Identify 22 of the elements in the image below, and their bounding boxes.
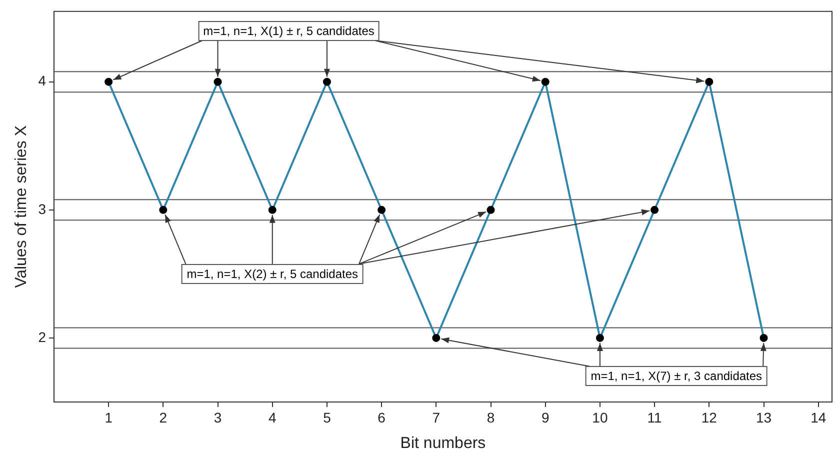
x-tick-label: 8 xyxy=(486,409,495,426)
y-tick-label: 3 xyxy=(38,200,46,217)
x-tick-label: 1 xyxy=(104,409,113,426)
x-axis-title: Bit numbers xyxy=(400,434,486,452)
y-axis-title: Values of time series X xyxy=(13,125,30,288)
x-tick-label: 14 xyxy=(810,409,826,426)
annotation: m=1, n=1, X(1) ± r, 5 candidates xyxy=(198,20,380,41)
x-tick-label: 11 xyxy=(647,409,662,426)
x-tick-label: 5 xyxy=(323,409,332,426)
annotation: m=1, n=1, X(2) ± r, 5 candidates xyxy=(182,264,364,284)
x-tick-label: 6 xyxy=(378,409,386,426)
x-tick-label: 13 xyxy=(756,409,772,426)
x-tick-label: 9 xyxy=(541,409,550,426)
x-tick-label: 2 xyxy=(159,409,168,426)
x-tick-label: 4 xyxy=(268,409,276,426)
y-tick-label: 2 xyxy=(38,328,46,345)
annotation: m=1, n=1, X(7) ± r, 3 candidates xyxy=(586,366,768,386)
x-tick-label: 10 xyxy=(592,409,608,426)
x-tick-label: 3 xyxy=(214,409,222,426)
x-tick-label: 12 xyxy=(701,409,718,426)
x-tick-label: 7 xyxy=(432,409,440,426)
y-tick-label: 4 xyxy=(38,72,46,89)
